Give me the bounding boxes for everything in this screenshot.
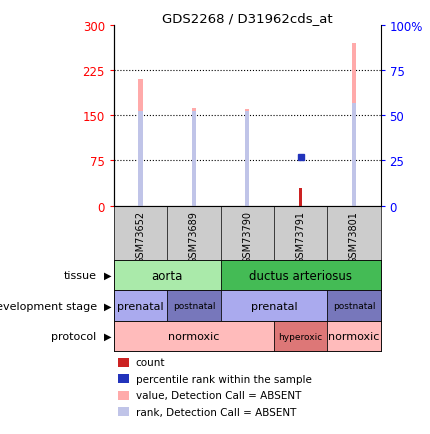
Bar [352,104,356,206]
Text: value, Detection Call = ABSENT: value, Detection Call = ABSENT [135,391,301,400]
Text: prenatal: prenatal [117,301,164,311]
Text: GSM73801: GSM73801 [349,210,359,263]
Text: aorta: aorta [152,269,183,282]
Text: GSM73791: GSM73791 [295,210,306,263]
Text: GSM73790: GSM73790 [242,210,252,263]
Bar [138,112,143,206]
Text: prenatal: prenatal [251,301,297,311]
Text: hyperoxic: hyperoxic [279,332,322,341]
Bar [192,112,196,206]
Text: ductus arteriosus: ductus arteriosus [249,269,352,282]
Text: postnatal: postnatal [333,302,375,310]
Bar [114,291,167,321]
Text: GSM73652: GSM73652 [135,210,146,263]
Text: ▶: ▶ [104,301,112,311]
Bar [221,260,381,291]
Text: protocol: protocol [52,332,97,341]
Text: ▶: ▶ [104,332,112,341]
Title: GDS2268 / D31962cds_at: GDS2268 / D31962cds_at [162,12,332,25]
Text: count: count [135,358,165,367]
Bar [327,291,381,321]
Bar [299,188,302,206]
Text: postnatal: postnatal [173,302,215,310]
Text: development stage: development stage [0,301,97,311]
Text: tissue: tissue [64,271,97,280]
Bar [274,321,327,352]
Bar [352,44,356,206]
Text: rank, Detection Call = ABSENT: rank, Detection Call = ABSENT [135,407,296,417]
Text: ▶: ▶ [104,271,112,280]
Bar [114,321,274,352]
Text: GSM73689: GSM73689 [189,210,199,263]
Text: normoxic: normoxic [168,332,220,341]
Bar [114,260,221,291]
Bar [192,108,196,206]
Bar [245,110,249,206]
Bar [327,321,381,352]
Bar [167,291,221,321]
Bar [221,291,327,321]
Bar [138,80,143,206]
Text: percentile rank within the sample: percentile rank within the sample [135,374,311,384]
Bar [245,112,249,206]
Text: normoxic: normoxic [328,332,380,341]
